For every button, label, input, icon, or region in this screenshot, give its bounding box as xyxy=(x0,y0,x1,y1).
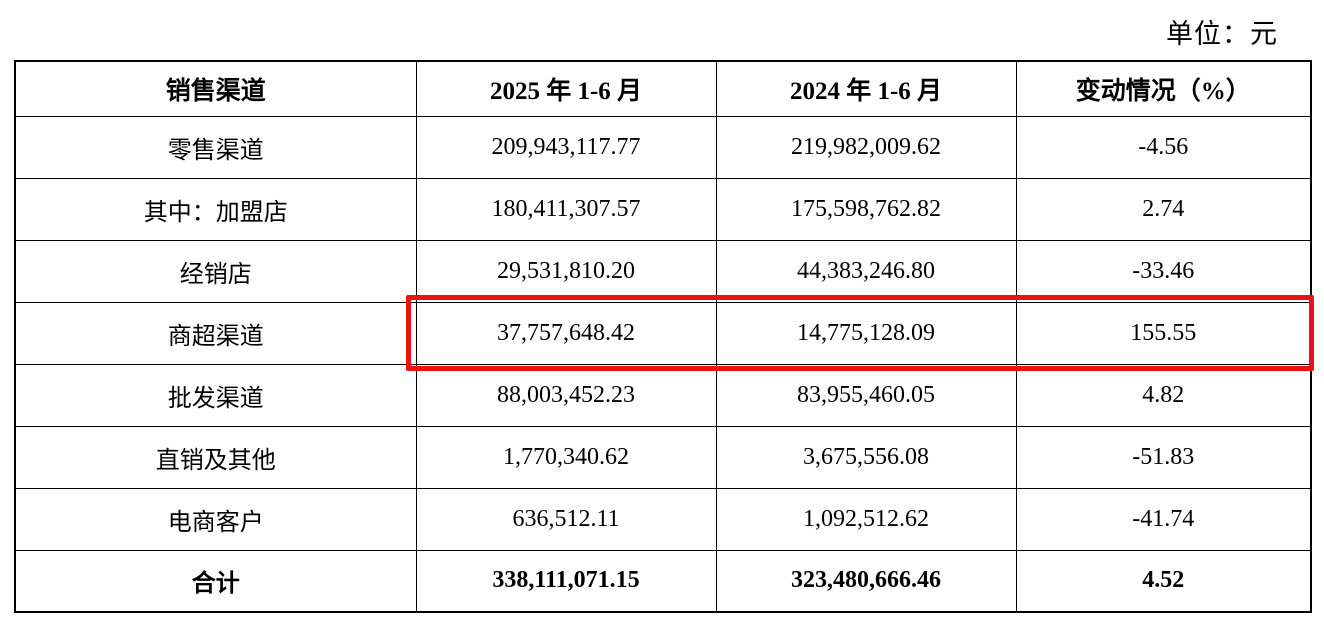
value-change: 155.55 xyxy=(1015,301,1312,365)
table-row-direct-sales: 直销及其他 1,770,340.62 3,675,556.08 -51.83 xyxy=(14,425,1312,489)
value-change: -33.46 xyxy=(1015,239,1312,303)
unit-label: 单位：元 xyxy=(1166,19,1278,49)
value-2024: 323,480,666.46 xyxy=(715,549,1017,613)
value-change: -51.83 xyxy=(1015,425,1312,489)
value-2024: 83,955,460.05 xyxy=(715,363,1017,427)
value-2025: 29,531,810.20 xyxy=(415,239,717,303)
header-sales-channel: 销售渠道 xyxy=(14,60,417,117)
value-2024: 44,383,246.80 xyxy=(715,239,1017,303)
header-change-pct: 变动情况（%） xyxy=(1015,60,1312,117)
value-2025: 209,943,117.77 xyxy=(415,115,717,179)
table-row-total: 合计 338,111,071.15 323,480,666.46 4.52 xyxy=(14,549,1312,613)
value-change: -41.74 xyxy=(1015,487,1312,551)
row-label: 其中：加盟店 xyxy=(14,177,417,241)
header-2024-period: 2024 年 1-6 月 xyxy=(715,60,1017,117)
table-header-row: 销售渠道 2025 年 1-6 月 2024 年 1-6 月 变动情况（%） xyxy=(14,60,1312,117)
row-label: 合计 xyxy=(14,549,417,613)
header-2025-period: 2025 年 1-6 月 xyxy=(415,60,717,117)
value-change: -4.56 xyxy=(1015,115,1312,179)
row-label: 零售渠道 xyxy=(14,115,417,179)
sales-channel-table: 销售渠道 2025 年 1-6 月 2024 年 1-6 月 变动情况（%） 零… xyxy=(14,60,1312,613)
value-2025: 37,757,648.42 xyxy=(415,301,717,365)
value-change: 2.74 xyxy=(1015,177,1312,241)
row-label: 批发渠道 xyxy=(14,363,417,427)
value-2024: 175,598,762.82 xyxy=(715,177,1017,241)
row-label: 直销及其他 xyxy=(14,425,417,489)
table-row-retail: 零售渠道 209,943,117.77 219,982,009.62 -4.56 xyxy=(14,115,1312,179)
row-label: 电商客户 xyxy=(14,487,417,551)
value-2025: 1,770,340.62 xyxy=(415,425,717,489)
table-row-franchise: 其中：加盟店 180,411,307.57 175,598,762.82 2.7… xyxy=(14,177,1312,241)
value-change: 4.52 xyxy=(1015,549,1312,613)
value-2024: 1,092,512.62 xyxy=(715,487,1017,551)
table-row-wholesale: 批发渠道 88,003,452.23 83,955,460.05 4.82 xyxy=(14,363,1312,427)
table-row-distribution: 经销店 29,531,810.20 44,383,246.80 -33.46 xyxy=(14,239,1312,303)
table-row-ecommerce: 电商客户 636,512.11 1,092,512.62 -41.74 xyxy=(14,487,1312,551)
row-label: 商超渠道 xyxy=(14,301,417,365)
value-2025: 88,003,452.23 xyxy=(415,363,717,427)
value-2025: 180,411,307.57 xyxy=(415,177,717,241)
value-2025: 338,111,071.15 xyxy=(415,549,717,613)
row-label: 经销店 xyxy=(14,239,417,303)
value-2024: 3,675,556.08 xyxy=(715,425,1017,489)
value-2024: 14,775,128.09 xyxy=(715,301,1017,365)
table-row-supermarket: 商超渠道 37,757,648.42 14,775,128.09 155.55 xyxy=(14,301,1312,365)
value-change: 4.82 xyxy=(1015,363,1312,427)
value-2024: 219,982,009.62 xyxy=(715,115,1017,179)
value-2025: 636,512.11 xyxy=(415,487,717,551)
